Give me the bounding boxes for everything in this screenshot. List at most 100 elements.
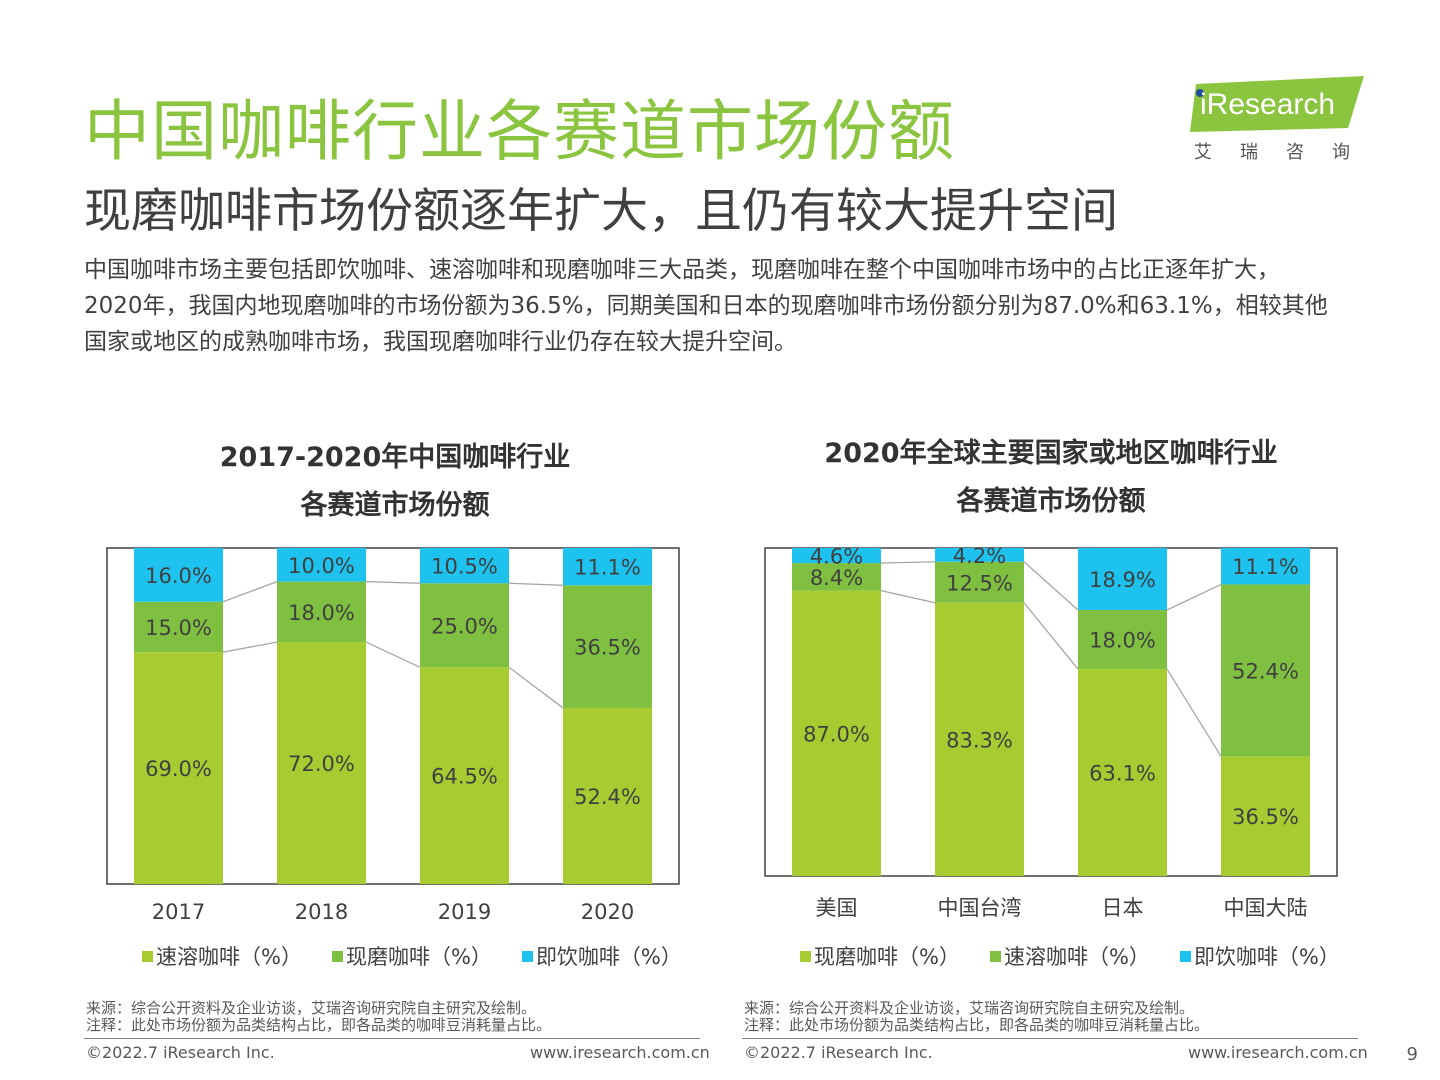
legend-label: 即饮咖啡（%） — [1193, 945, 1340, 969]
right-footer-divider — [742, 1038, 1358, 1039]
intro-paragraph: 中国咖啡市场主要包括即饮咖啡、速溶咖啡和现磨咖啡三大品类，现磨咖啡在整个中国咖啡… — [84, 252, 1374, 360]
category-tick-label: 中国台湾 — [938, 896, 1022, 920]
left-chart-title-line: 各赛道市场份额 — [300, 490, 490, 521]
data-label: 18.0% — [1089, 629, 1156, 653]
bar-segment — [134, 601, 223, 653]
data-label: 15.0% — [145, 616, 212, 640]
note-text: 注释：此处市场份额为品类结构占比，即各品类的咖啡豆消耗量占比。 — [86, 1016, 552, 1034]
data-label: 11.1% — [574, 556, 641, 580]
bar-segment — [1078, 548, 1167, 610]
series-connector-line — [880, 561, 936, 564]
data-label: 11.1% — [1232, 555, 1299, 579]
bar-segment — [277, 642, 366, 884]
data-label: 36.5% — [1232, 805, 1299, 829]
legend-item: 速溶咖啡（%） — [989, 941, 1150, 971]
legend-swatch-icon — [521, 950, 533, 962]
data-label: 10.0% — [288, 554, 355, 578]
page-title: 中国咖啡行业各赛道市场份额 — [84, 93, 955, 170]
category-tick-label: 2017 — [152, 900, 205, 924]
legend-swatch-icon — [331, 950, 343, 962]
data-label: 8.4% — [810, 566, 863, 590]
category-tick-label: 2019 — [438, 900, 491, 924]
data-label: 18.9% — [1089, 568, 1156, 592]
data-label: 52.4% — [1232, 659, 1299, 683]
series-connector-line — [880, 590, 936, 604]
series-connector-line — [1023, 561, 1079, 611]
data-label: 36.5% — [574, 636, 641, 660]
left-chart-title-line: 2017-2020年中国咖啡行业 — [219, 442, 571, 473]
bar-segment — [420, 548, 509, 584]
data-label: 4.6% — [810, 545, 863, 569]
source-text: 来源：综合公开资料及企业访谈，艾瑞咨询研究院自主研究及绘制。 — [744, 999, 1195, 1017]
data-label: 64.5% — [431, 765, 498, 789]
logo-brand-text: iResearch — [1200, 88, 1336, 121]
left-chart-title: 2017-2020年中国咖啡行业 各赛道市场份额 — [110, 434, 680, 530]
bar-segment — [563, 585, 652, 708]
category-tick-label: 2018 — [295, 900, 348, 924]
category-tick-label: 日本 — [1102, 896, 1144, 920]
left-copyright: ©2022.7 iResearch Inc. — [86, 1043, 275, 1062]
legend-label: 速溶咖啡（%） — [1003, 945, 1150, 969]
data-label: 72.0% — [288, 752, 355, 776]
legend-swatch-icon — [800, 950, 811, 962]
iresearch-logo: iResearch 艾瑞咨询 — [1190, 76, 1370, 166]
right-chart-title-line: 2020年全球主要国家或地区咖啡行业 — [824, 438, 1278, 469]
left-website-link[interactable]: www.iresearch.com.cn — [530, 1043, 710, 1062]
bar-segment — [1221, 584, 1310, 757]
series-connector-line — [1166, 583, 1222, 611]
series-connector-line — [222, 580, 278, 603]
bar-segment — [563, 548, 652, 586]
chart-frame — [106, 547, 680, 885]
page-number: 9 — [1406, 1044, 1418, 1065]
category-tick-label: 美国 — [816, 896, 858, 920]
data-label: 87.0% — [803, 722, 870, 746]
bar-segment — [935, 561, 1024, 603]
legend-item: 现磨咖啡（%） — [800, 941, 960, 971]
legend-swatch-icon — [142, 950, 153, 962]
series-connector-line — [508, 666, 564, 709]
bar-segment — [792, 548, 881, 564]
data-label: 16.0% — [145, 564, 212, 588]
right-copyright: ©2022.7 iResearch Inc. — [744, 1043, 933, 1062]
data-label: 18.0% — [288, 601, 355, 625]
series-connector-line — [1023, 602, 1079, 670]
bar-segment — [277, 581, 366, 643]
series-connector-line — [365, 641, 421, 668]
data-label: 10.5% — [431, 555, 498, 579]
bar-segment — [134, 548, 223, 602]
right-source-note: 来源：综合公开资料及企业访谈，艾瑞咨询研究院自主研究及绘制。 注释：此处市场份额… — [744, 1000, 1209, 1034]
note-text: 注释：此处市场份额为品类结构占比，即各品类的咖啡豆消耗量占比。 — [744, 1016, 1210, 1034]
bar-segment — [1078, 609, 1167, 670]
right-chart-legend: 现磨咖啡（%） 速溶咖啡（%） 即饮咖啡（%） — [800, 941, 1370, 971]
legend-item: 现磨咖啡（%） — [331, 941, 492, 971]
right-chart-title-line: 各赛道市场份额 — [956, 486, 1146, 517]
left-chart-legend: 速溶咖啡（%） 现磨咖啡（%） 即饮咖啡（%） — [142, 941, 712, 971]
legend-item: 速溶咖啡（%） — [142, 941, 302, 971]
bar-segment — [1221, 756, 1310, 876]
data-label: 25.0% — [431, 614, 498, 638]
bar-segment — [134, 652, 223, 884]
legend-label: 速溶咖啡（%） — [156, 945, 302, 969]
legend-label: 即饮咖啡（%） — [535, 945, 682, 969]
bar-segment — [277, 548, 366, 582]
bar-segment — [792, 563, 881, 591]
bar-segment — [935, 548, 1024, 562]
logo-cn-text: 艾瑞咨询 — [1194, 142, 1378, 163]
legend-item: 即饮咖啡（%） — [521, 941, 682, 971]
intro-line: 中国咖啡市场主要包括即饮咖啡、速溶咖啡和现磨咖啡三大品类，现磨咖啡在整个中国咖啡… — [84, 257, 1280, 283]
page-subtitle: 现磨咖啡市场份额逐年扩大，且仍有较大提升空间 — [84, 184, 1118, 239]
data-label: 63.1% — [1089, 762, 1156, 786]
legend-label: 现磨咖啡（%） — [345, 945, 492, 969]
series-connector-line — [508, 582, 564, 586]
data-label: 12.5% — [946, 571, 1013, 595]
bar-segment — [1221, 548, 1310, 585]
bar-segment — [420, 583, 509, 668]
left-footer-divider — [84, 1038, 700, 1039]
right-website-link[interactable]: www.iresearch.com.cn — [1188, 1043, 1368, 1062]
legend-swatch-icon — [1179, 950, 1191, 962]
right-chart-title: 2020年全球主要国家或地区咖啡行业 各赛道市场份额 — [766, 430, 1336, 526]
category-tick-label: 2020 — [581, 900, 634, 924]
bar-segment — [1078, 669, 1167, 876]
source-text: 来源：综合公开资料及企业访谈，艾瑞咨询研究院自主研究及绘制。 — [86, 999, 537, 1017]
